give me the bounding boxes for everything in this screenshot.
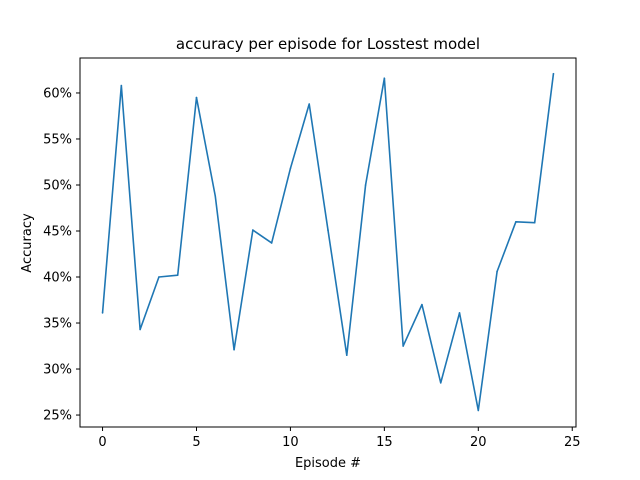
data-point: [458, 312, 461, 314]
chart-title: accuracy per episode for Losstest model: [176, 35, 480, 53]
data-point: [101, 312, 104, 314]
data-point: [477, 409, 480, 412]
data-point: [289, 167, 292, 170]
x-tick-label: 0: [98, 435, 106, 450]
x-tick-label: 20: [470, 435, 487, 450]
data-point: [345, 354, 348, 357]
data-point: [421, 303, 423, 306]
y-axis: 25% 30% 35% 40% 45% 50% 55% 60%: [43, 86, 80, 424]
y-tick-label: 60%: [43, 86, 72, 101]
data-point: [439, 382, 442, 384]
y-tick-label: 40%: [43, 271, 72, 286]
x-tick-label: 25: [564, 435, 581, 450]
data-point: [252, 229, 254, 231]
data-point: [214, 195, 217, 197]
data-point: [120, 84, 123, 87]
x-tick-label: 5: [192, 435, 200, 450]
y-tick-label: 55%: [43, 132, 72, 147]
data-point: [402, 345, 404, 347]
plot-area-frame: [79, 57, 577, 428]
data-point: [308, 103, 311, 105]
data-point: [533, 221, 536, 224]
data-point: [158, 276, 160, 278]
data-point: [552, 72, 555, 75]
x-tick-label: 10: [282, 435, 299, 450]
data-point: [383, 77, 386, 80]
y-tick-label: 30%: [43, 363, 72, 378]
data-point: [270, 242, 273, 244]
accuracy-series-line: [101, 73, 555, 412]
y-axis-label: Accuracy: [20, 213, 35, 273]
data-point: [176, 274, 179, 276]
x-tick-label: 15: [376, 435, 393, 450]
y-tick-label: 25%: [43, 409, 72, 424]
data-point: [364, 184, 367, 186]
y-tick-label: 35%: [43, 317, 72, 332]
data-point: [195, 96, 198, 99]
data-point: [496, 270, 498, 273]
data-point: [515, 220, 517, 223]
y-tick-label: 45%: [43, 224, 72, 239]
data-point: [139, 328, 141, 331]
data-points: [101, 72, 555, 412]
data-point: [327, 229, 329, 231]
x-axis-label: Episode #: [295, 456, 361, 471]
x-axis: 0 5 10 15 20 25: [98, 427, 581, 450]
data-point: [233, 348, 235, 351]
y-tick-label: 50%: [43, 178, 72, 193]
